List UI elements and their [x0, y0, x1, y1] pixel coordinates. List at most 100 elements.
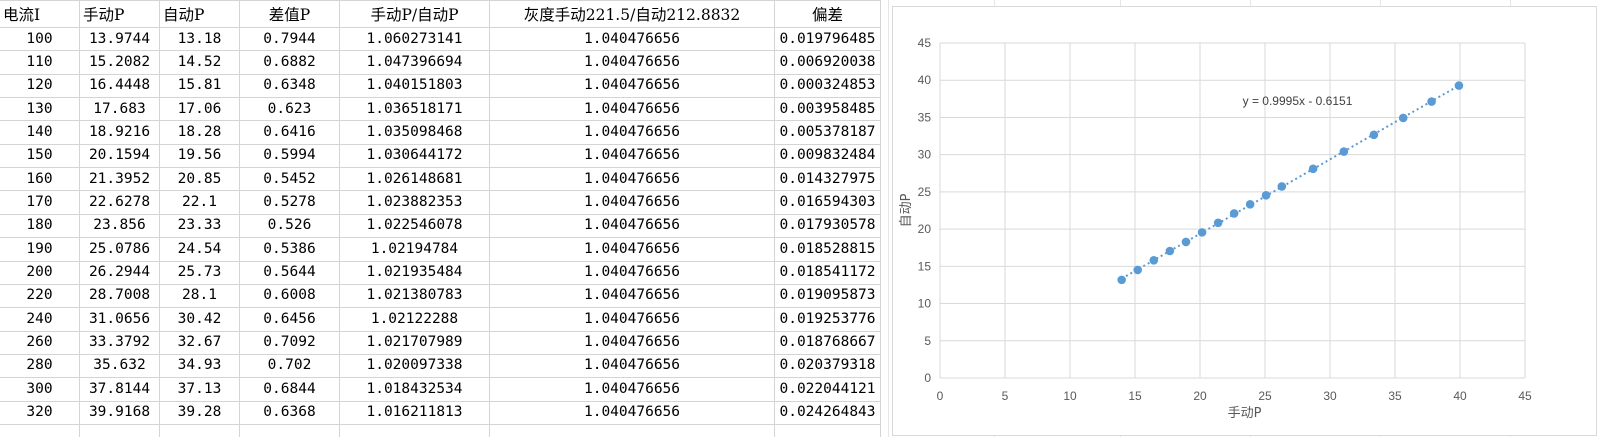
cell-ratio[interactable]: 1.021707989 [366, 334, 463, 351]
cell-manual-p[interactable]: 31.0656 [88, 310, 151, 327]
cell-current[interactable]: 260 [26, 334, 53, 351]
cell-grayscale-ratio[interactable]: 1.040476656 [583, 217, 681, 234]
cell-grayscale-ratio[interactable]: 1.040476656 [583, 147, 681, 164]
cell-current[interactable]: 320 [26, 404, 53, 421]
cell-current[interactable]: 160 [26, 170, 53, 187]
cell-diff-p[interactable]: 0.702 [267, 357, 312, 374]
cell-ratio[interactable]: 1.02194784 [370, 240, 459, 257]
cell-ratio[interactable]: 1.023882353 [366, 193, 463, 210]
cell-grayscale-ratio[interactable]: 1.040476656 [583, 310, 681, 327]
cell-current[interactable]: 150 [26, 147, 53, 164]
cell-ratio[interactable]: 1.036518171 [366, 100, 463, 117]
cell-grayscale-ratio[interactable]: 1.040476656 [583, 170, 681, 187]
cell-current[interactable]: 110 [26, 53, 53, 70]
scatter-chart[interactable]: 0 5 10 15 20 25 30 35 40 45 0 5 10 15 20 25 30 35 40 45 手动P 自… [892, 6, 1597, 436]
cell-ratio[interactable]: 1.021935484 [366, 264, 463, 280]
cell-deviation[interactable]: 0.019095873 [779, 287, 876, 304]
cell-manual-p[interactable]: 39.9168 [88, 404, 151, 421]
cell-ratio[interactable]: 1.022546078 [366, 217, 463, 234]
cell-deviation[interactable]: 0.016594303 [779, 193, 876, 210]
cell-ratio[interactable]: 1.016211813 [366, 404, 463, 421]
cell-diff-p[interactable]: 0.7944 [263, 30, 316, 47]
cell-current[interactable]: 190 [26, 240, 53, 257]
cell-grayscale-ratio[interactable]: 1.040476656 [583, 404, 681, 421]
cell-grayscale-ratio[interactable]: 1.040476656 [583, 334, 681, 351]
cell-grayscale-ratio[interactable]: 1.040476656 [583, 77, 681, 94]
cell-current[interactable]: 170 [26, 193, 53, 210]
cell-diff-p[interactable]: 0.6008 [263, 287, 316, 304]
cell-manual-p[interactable]: 15.2082 [88, 53, 151, 70]
cell-manual-p[interactable]: 18.9216 [88, 123, 151, 140]
cell-ratio[interactable]: 1.030644172 [366, 147, 463, 164]
cell-ratio[interactable]: 1.060273141 [366, 30, 463, 47]
cell-deviation[interactable]: 0.019796485 [779, 30, 876, 47]
cell-auto-p[interactable]: 32.67 [177, 334, 222, 351]
cell-deviation[interactable]: 0.009832484 [779, 147, 876, 164]
cell-deviation[interactable]: 0.00692003​8 [779, 53, 876, 70]
cell-diff-p[interactable]: 0.7092 [263, 334, 316, 351]
header-cell-ratio[interactable]: 手动P/自动P [370, 6, 459, 24]
cell-deviation[interactable]: 0.022044121 [779, 380, 876, 397]
cell-current[interactable]: 200 [26, 264, 53, 280]
cell-diff-p[interactable]: 0.5994 [263, 147, 316, 164]
cell-manual-p[interactable]: 35.632 [93, 357, 146, 374]
cell-manual-p[interactable]: 26.2944 [88, 264, 151, 280]
cell-manual-p[interactable]: 13.9744 [88, 30, 151, 47]
cell-manual-p[interactable]: 25.0786 [88, 240, 151, 257]
cell-manual-p[interactable]: 21.3952 [88, 170, 151, 187]
cell-deviation[interactable]: 0.018528815 [779, 240, 876, 257]
cell-current[interactable]: 140 [26, 123, 53, 140]
cell-deviation[interactable]: 0.000324853 [779, 77, 876, 94]
cell-auto-p[interactable]: 20.85 [177, 170, 222, 187]
cell-ratio[interactable]: 1.020097338 [366, 357, 463, 374]
cell-ratio[interactable]: 1.018432534 [366, 380, 463, 397]
header-cell-current[interactable]: 电流I [3, 6, 41, 24]
cell-current[interactable]: 130 [26, 100, 53, 117]
cell-auto-p[interactable]: 17.06 [177, 100, 222, 117]
cell-grayscale-ratio[interactable]: 1.040476656 [583, 264, 681, 280]
cell-grayscale-ratio[interactable]: 1.040476656 [583, 240, 681, 257]
cell-grayscale-ratio[interactable]: 1.040476656 [583, 193, 681, 210]
cell-current[interactable]: 240 [26, 310, 53, 327]
cell-current[interactable]: 300 [26, 380, 53, 397]
cell-auto-p[interactable]: 37.13 [177, 380, 222, 397]
cell-auto-p[interactable]: 28.1 [182, 287, 217, 304]
cell-auto-p[interactable]: 18.28 [177, 123, 222, 140]
cell-auto-p[interactable]: 19.56 [177, 147, 222, 164]
cell-manual-p[interactable]: 28.7008 [88, 287, 151, 304]
cell-manual-p[interactable]: 37.8144 [88, 380, 151, 397]
cell-auto-p[interactable]: 24.54 [177, 240, 222, 257]
cell-ratio[interactable]: 1.035098468 [366, 123, 463, 140]
cell-grayscale-ratio[interactable]: 1.040476656 [583, 53, 681, 70]
cell-deviation[interactable]: 0.017930578 [779, 217, 876, 234]
cell-diff-p[interactable]: 0.5278 [263, 193, 316, 210]
cell-diff-p[interactable]: 0.6456 [263, 310, 316, 327]
cell-ratio[interactable]: 1.040151803 [366, 77, 463, 94]
cell-current[interactable]: 100 [26, 30, 53, 47]
cell-deviation[interactable]: 0.024264843 [779, 404, 876, 421]
cell-diff-p[interactable]: 0.5644 [263, 264, 316, 280]
header-cell-grayscale-ratio[interactable]: 灰度手动221.5/自动212.8832 [523, 6, 741, 24]
cell-grayscale-ratio[interactable]: 1.040476656 [583, 30, 681, 47]
cell-diff-p[interactable]: 0.5452 [263, 170, 316, 187]
cell-auto-p[interactable]: 14.52 [177, 53, 222, 70]
cell-auto-p[interactable]: 22.1 [182, 193, 217, 210]
cell-ratio[interactable]: 1.02122288 [370, 310, 459, 327]
cell-manual-p[interactable]: 16.4448 [88, 77, 151, 94]
cell-auto-p[interactable]: 13.18 [177, 30, 222, 47]
cell-deviation[interactable]: 0.005378187 [779, 123, 876, 140]
cell-manual-p[interactable]: 20.1594 [88, 147, 151, 164]
cell-diff-p[interactable]: 0.6416 [263, 123, 316, 140]
cell-auto-p[interactable]: 30.42 [177, 310, 222, 327]
header-cell-auto-p[interactable]: 自动P [163, 6, 205, 24]
cell-grayscale-ratio[interactable]: 1.040476656 [583, 357, 681, 374]
cell-auto-p[interactable]: 15.81 [177, 77, 222, 94]
cell-grayscale-ratio[interactable]: 1.040476656 [583, 123, 681, 140]
cell-manual-p[interactable]: 23.856 [93, 217, 146, 234]
header-cell-manual-p[interactable]: 手动P [83, 6, 125, 24]
cell-current[interactable]: 120 [26, 77, 53, 94]
cell-ratio[interactable]: 1.047396694 [366, 53, 463, 70]
cell-manual-p[interactable]: 17.683 [93, 100, 146, 117]
cell-current[interactable]: 180 [26, 217, 53, 234]
cell-diff-p[interactable]: 0.623 [267, 100, 312, 117]
